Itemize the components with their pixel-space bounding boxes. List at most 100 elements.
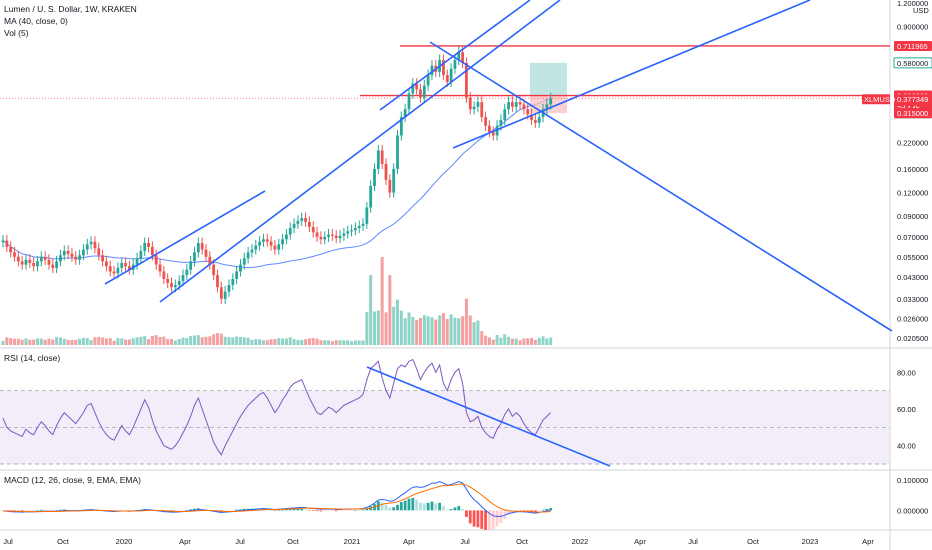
volume-bar (537, 337, 541, 345)
ma-indicator-label[interactable]: MA (40, close, 0) (4, 16, 68, 26)
candle-up (185, 269, 189, 276)
wedge-lower-line[interactable] (452, 0, 811, 149)
candle-up (300, 218, 304, 221)
volume-bar (300, 339, 304, 345)
macd-histogram-bar (422, 503, 426, 511)
candle-up (549, 98, 553, 105)
volume-bar (418, 317, 422, 345)
candle-up (507, 102, 510, 110)
position-stop-zone[interactable] (530, 95, 567, 114)
time-axis-label: Oct (287, 537, 300, 546)
candle-down (32, 262, 36, 267)
rsi-indicator-label[interactable]: RSI (14, close) (4, 353, 61, 363)
volume-bar (484, 335, 488, 345)
volume-bar (510, 338, 514, 345)
candle-down (330, 234, 334, 236)
volume-bar (373, 311, 377, 345)
volume-bar (162, 336, 166, 345)
volume-bar (545, 338, 549, 345)
time-axis-label: Jul (460, 537, 470, 546)
candle-up (85, 244, 89, 250)
volume-bar (499, 337, 503, 345)
candle-up (503, 109, 507, 120)
price-axis-label: 1.200000 (897, 0, 928, 8)
candle-up (193, 252, 196, 262)
candle-down (20, 261, 24, 265)
volume-bar (422, 315, 426, 345)
price-axis-label: 0.043000 (897, 273, 928, 282)
candle-down (388, 179, 392, 193)
candle-down (480, 102, 484, 118)
volume-bar (357, 340, 361, 345)
macd-histogram-bar (533, 510, 537, 513)
volume-bar (376, 310, 380, 345)
macd-histogram-bar (47, 510, 51, 511)
macd-histogram-bar (491, 510, 495, 530)
candle-down (43, 256, 47, 260)
candle-up (227, 285, 231, 292)
macd-indicator-label[interactable]: MACD (12, 26, close, 9, EMA, EMA) (4, 475, 141, 485)
volume-bar (468, 315, 472, 345)
candle-down (216, 275, 219, 288)
macd-histogram-bar (269, 509, 273, 511)
candle-down (13, 252, 16, 257)
macd-histogram-bar (399, 502, 403, 511)
macd-histogram-bar (288, 509, 292, 511)
volume-indicator-label[interactable]: Vol (5) (4, 28, 29, 38)
price-tag (893, 57, 932, 69)
volume-bar (265, 340, 269, 345)
candle-down (308, 221, 311, 227)
position-target-zone[interactable] (530, 62, 567, 96)
wedge-upper-line[interactable] (379, 0, 531, 111)
rsi-trend-line[interactable] (366, 366, 611, 467)
macd-histogram-bar (16, 510, 20, 512)
macd-histogram-bar (537, 510, 541, 511)
candle-up (250, 249, 254, 253)
volume-bar (85, 338, 89, 345)
macd-histogram-bar (488, 510, 491, 530)
candle-down (465, 62, 468, 98)
macd-histogram-bar (396, 504, 399, 511)
candle-down (380, 150, 384, 164)
time-axis-label: Apr (634, 537, 646, 546)
volume-bar (28, 339, 32, 345)
volume-bar (131, 338, 135, 345)
volume-bar (62, 338, 66, 345)
descending-resistance-line[interactable] (429, 41, 893, 332)
macd-histogram-bar (407, 498, 411, 511)
candle-down (127, 266, 131, 270)
macd-histogram-bar (43, 509, 47, 511)
candle-up (453, 60, 457, 69)
candle-up (403, 109, 407, 118)
candle-down (170, 282, 173, 288)
macd-histogram-bar (59, 509, 62, 511)
candle-up (327, 234, 330, 237)
candle-up (285, 234, 288, 240)
volume-bar (89, 340, 93, 345)
candle-up (449, 68, 453, 82)
volume-bar (139, 336, 143, 345)
candle-down (484, 117, 487, 126)
volume-bar (47, 338, 51, 345)
macd-histogram-bar (415, 499, 419, 511)
volume-bar (541, 336, 545, 345)
volume-bar (334, 340, 338, 345)
volume-bar (338, 340, 342, 345)
candle-up (235, 271, 239, 279)
candle-down (526, 109, 530, 115)
upper-channel-rising[interactable] (159, 0, 561, 303)
candle-down (16, 256, 20, 262)
rsi-axis-label: 40.00 (897, 442, 916, 451)
candle-up (78, 255, 81, 260)
macd-histogram-bar (476, 510, 480, 528)
volume-bar (16, 338, 20, 345)
volume-bar (127, 339, 131, 345)
volume-bar (74, 339, 78, 345)
candle-down (522, 104, 526, 110)
candle-up (262, 239, 265, 242)
candle-up (120, 262, 124, 268)
macd-histogram-bar (442, 506, 445, 511)
lower-channel-rising[interactable] (104, 190, 266, 285)
candle-down (533, 119, 537, 123)
